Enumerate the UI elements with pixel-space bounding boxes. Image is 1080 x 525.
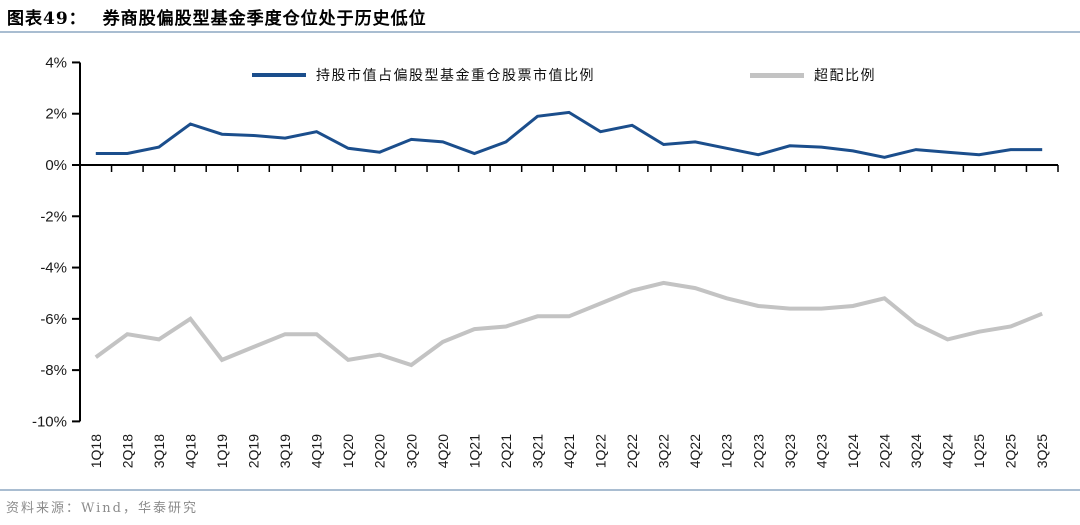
y-tick-label: 0% — [45, 157, 67, 174]
x-tick-label: 2Q21 — [498, 434, 514, 468]
x-tick-label: 1Q21 — [466, 434, 482, 468]
x-tick-label: 4Q23 — [813, 434, 829, 468]
x-tick-label: 1Q24 — [845, 434, 861, 468]
y-tick-label: 2% — [45, 106, 67, 123]
x-tick-label: 4Q24 — [940, 434, 956, 468]
x-tick-label: 3Q19 — [277, 434, 293, 468]
y-tick-label: -8% — [40, 362, 67, 379]
x-tick-label: 1Q23 — [719, 434, 735, 468]
source-note: 资料来源：Wind，华泰研究 — [6, 501, 198, 516]
legend-label-overweight-ratio: 超配比例 — [814, 68, 876, 84]
x-tick-label: 4Q18 — [182, 434, 198, 468]
legend-label-holdings-ratio: 持股市值占偏股型基金重仓股票市值比例 — [316, 68, 595, 84]
y-tick-label: -4% — [40, 260, 67, 277]
x-tick-label: 2Q20 — [372, 434, 388, 468]
x-tick-label: 4Q20 — [435, 434, 451, 468]
figure-title-row: 图表49： 券商股偏股型基金季度仓位处于历史低位 — [7, 4, 427, 29]
x-tick-label: 3Q23 — [782, 434, 798, 468]
figure-label: 图表49： — [7, 9, 87, 29]
y-tick-label: -10% — [32, 413, 67, 430]
x-tick-label: 1Q19 — [214, 434, 230, 468]
x-tick-label: 1Q22 — [593, 434, 609, 468]
x-tick-label: 1Q20 — [340, 434, 356, 468]
x-tick-label: 4Q21 — [561, 434, 577, 468]
x-tick-label: 4Q19 — [309, 434, 325, 468]
y-tick-label: -6% — [40, 311, 67, 328]
x-tick-label: 3Q24 — [908, 434, 924, 468]
x-tick-label: 2Q18 — [119, 434, 135, 468]
legend-item-holdings-ratio: 持股市值占偏股型基金重仓股票市值比例 — [252, 66, 595, 84]
x-tick-label: 1Q18 — [88, 434, 104, 468]
legend-line-swatch-blue — [252, 73, 306, 77]
x-tick-label: 3Q21 — [529, 434, 545, 468]
y-tick-label: 4% — [45, 54, 67, 71]
x-tick-label: 2Q25 — [1003, 434, 1019, 468]
legend-line-swatch-gray — [750, 72, 804, 78]
x-tick-label: 3Q22 — [656, 434, 672, 468]
legend-item-overweight-ratio: 超配比例 — [750, 66, 876, 84]
series-holdings-ratio-line — [95, 110, 1043, 159]
x-tick-label: 2Q19 — [246, 434, 262, 468]
footer-divider — [0, 489, 1080, 491]
x-tick-label: 1Q25 — [971, 434, 987, 468]
x-tick-label: 2Q22 — [624, 434, 640, 468]
x-tick-label: 2Q23 — [750, 434, 766, 468]
x-tick-label: 3Q18 — [151, 434, 167, 468]
series-overweight-ratio-line — [94, 280, 1043, 368]
y-tick-label: -2% — [40, 208, 67, 225]
x-tick-label: 3Q20 — [403, 434, 419, 468]
x-tick-label: 4Q22 — [687, 434, 703, 468]
figure-title: 券商股偏股型基金季度仓位处于历史低位 — [102, 9, 427, 29]
x-tick-label: 3Q25 — [1034, 434, 1050, 468]
x-tick-label: 2Q24 — [876, 434, 892, 468]
title-underline — [0, 31, 1080, 33]
